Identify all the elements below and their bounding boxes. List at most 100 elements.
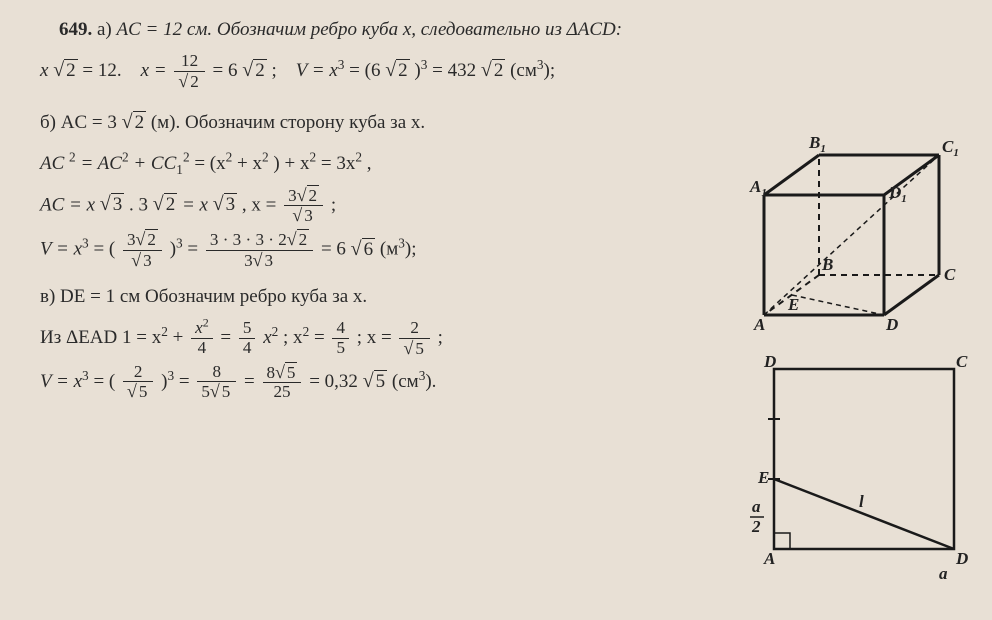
sq-a2n: a <box>752 497 761 516</box>
sq3: 2 <box>183 149 190 164</box>
e3c: 3 <box>537 57 544 72</box>
c5s: 5 <box>220 381 233 401</box>
f2n: 3 · 3 · 3 · 2 <box>210 230 287 249</box>
sq1: 2 <box>69 149 76 164</box>
sq6: 2 <box>309 149 316 164</box>
sq7: 2 <box>355 149 362 164</box>
sq-D2: D <box>955 549 968 568</box>
px2a: = (x <box>194 153 225 174</box>
ue1: ); <box>544 60 556 81</box>
f4: 4 <box>191 339 213 358</box>
Vx: V = x <box>296 60 338 81</box>
xa: x <box>40 60 48 81</box>
sq-C: C <box>956 352 968 371</box>
f2s5n: 2 <box>399 319 429 339</box>
eq12: = 12. <box>82 60 121 81</box>
eq6d: = <box>244 371 259 392</box>
semi3: ; <box>438 327 443 348</box>
xeq: x = <box>141 60 172 81</box>
e3e: 3 <box>176 236 183 251</box>
label-A: A <box>753 315 765 334</box>
ue2: ); <box>405 239 417 260</box>
unitm: (м <box>380 239 398 260</box>
comma1: , <box>367 153 372 174</box>
figures-panel: A D C B E A1 D1 C1 B1 D C A D E l a a 2 <box>744 120 974 584</box>
part-a-label: а) <box>97 19 117 40</box>
cgiven: в) DE = 1 см Обозначим ребро куба за x. <box>40 286 367 307</box>
e3h: 3 <box>167 367 174 382</box>
r432: = 432 <box>432 60 476 81</box>
fns2: 2 <box>307 185 320 205</box>
sq-a2d: 2 <box>751 517 761 536</box>
ue3: ). <box>425 371 436 392</box>
fds3: 3 <box>302 205 315 225</box>
bpre: б) AC = 3 <box>40 112 117 133</box>
r3x2: = 3x <box>321 153 355 174</box>
bsqrt2: 2 <box>133 111 147 133</box>
sqrt2c: 2 <box>396 59 410 81</box>
sq5: 2 <box>262 149 269 164</box>
s5f: 5 <box>374 370 388 392</box>
op2: = ( <box>93 371 120 392</box>
f1ds: 3 <box>141 250 154 270</box>
dot3: . 3 <box>129 194 148 215</box>
e3g: 3 <box>82 367 89 382</box>
f45d: 5 <box>332 339 349 358</box>
f1n: 3 <box>127 230 136 249</box>
f5d: 4 <box>239 339 256 358</box>
semi1: ; <box>271 60 276 81</box>
problem-number: 649. <box>59 19 92 40</box>
den-sqrt2: 2 <box>188 71 201 91</box>
xeq3: ; x = <box>357 327 397 348</box>
f1ns: 2 <box>145 229 158 249</box>
e3a: 3 <box>338 57 345 72</box>
sqrt2a: 2 <box>64 59 78 81</box>
line-header: 649. а) AC = 12 см. Обозначим ребро куба… <box>40 12 972 48</box>
sq-A: A <box>763 549 775 568</box>
bpost: (м). Обозначим сторону куба за x. <box>151 112 425 133</box>
cube-diagram: A D C B E A1 D1 C1 B1 <box>744 120 969 335</box>
Vx3: V = x <box>40 371 82 392</box>
c5s2: 5 <box>285 362 298 382</box>
Vx2: V = x <box>40 239 82 260</box>
eq5b: = <box>220 327 235 348</box>
sq4: 2 <box>226 149 233 164</box>
semi2: ; <box>331 194 336 215</box>
label-B: B <box>821 255 833 274</box>
eq5e: = <box>314 327 329 348</box>
px2b: + x <box>237 153 262 174</box>
eq6c: = <box>179 371 194 392</box>
x2d: ; x <box>283 327 303 348</box>
f2ns: 2 <box>297 229 310 249</box>
s3b: 3 <box>224 193 238 215</box>
unitcm2: (см <box>392 371 419 392</box>
ead: Из ΔEAD 1 = x <box>40 327 161 348</box>
label-D: D <box>885 315 898 334</box>
cc1: + CC <box>133 153 176 174</box>
eq4c: = <box>187 239 202 260</box>
acx: AC = x <box>40 194 95 215</box>
label-C: C <box>944 265 956 284</box>
c2n: 2 <box>123 363 153 383</box>
eq6: = 6 <box>213 60 238 81</box>
c8p: 8 <box>267 363 276 382</box>
f2d: 3 <box>244 251 253 270</box>
s3a: 3 <box>111 193 125 215</box>
plus: + <box>173 327 188 348</box>
sq2: 2 <box>122 149 129 164</box>
e3d: 3 <box>82 236 89 251</box>
part-a-given: AC = 12 см. Обозначим ребро куба x, след… <box>117 19 623 40</box>
f5n: 5 <box>239 319 256 339</box>
f2s5d: 5 <box>413 338 426 358</box>
sq8: 2 <box>161 324 168 339</box>
f45n: 4 <box>332 319 349 339</box>
sq-D: D <box>763 352 776 371</box>
ac2b: = AC <box>80 153 122 174</box>
x2c: x <box>263 327 271 348</box>
p6: = (6 <box>349 60 380 81</box>
sq10: 2 <box>272 324 279 339</box>
line-b-given: б) AC = 3 2 (м). Обозначим сторону куба … <box>40 104 740 142</box>
square-diagram: D C A D E l a a 2 <box>744 349 969 584</box>
label-A1: A1 <box>749 177 767 199</box>
xeq2: , x = <box>242 194 281 215</box>
